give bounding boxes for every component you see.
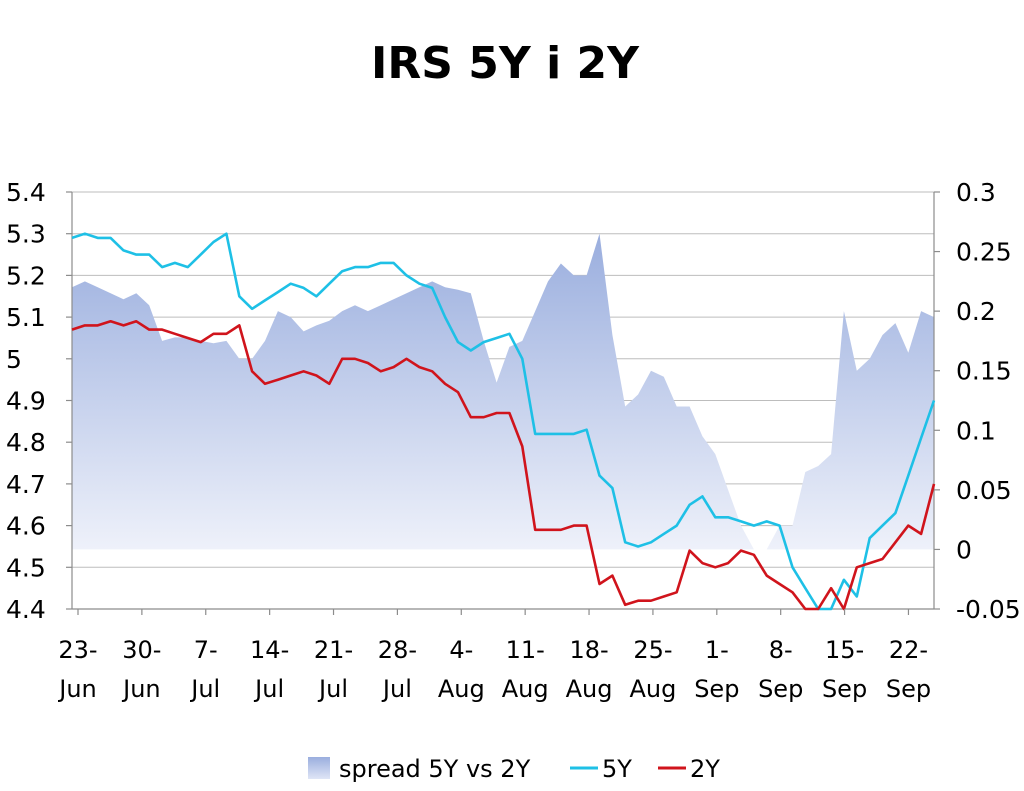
- x-tick-label-bottom: Jul: [189, 675, 220, 703]
- x-tick-label-top: 23-: [58, 636, 97, 664]
- x-tick-label-bottom: Jul: [253, 675, 284, 703]
- x-tick-label-bottom: Jun: [121, 675, 161, 703]
- left-axis-ticks: 4.4 4.5 4.6 4.7 4.8 4.9 5 5.1 5.2 5.3 5.4: [6, 178, 72, 624]
- left-tick-label: 4.6: [6, 512, 46, 541]
- x-tick-label-bottom: Sep: [886, 675, 931, 703]
- x-tick-label-bottom: Sep: [758, 675, 803, 703]
- x-tick-label-bottom: Jul: [381, 675, 412, 703]
- right-tick-label: 0.05: [956, 476, 1012, 505]
- left-tick-label: 5.1: [6, 303, 46, 332]
- x-tick-label-bottom: Aug: [438, 675, 485, 703]
- left-tick-label: 4.5: [6, 553, 46, 582]
- x-tick-label-top: 11-: [506, 636, 545, 664]
- x-tick-label-bottom: Sep: [694, 675, 739, 703]
- left-tick-label: 4.9: [6, 387, 46, 416]
- x-tick-label-top: 14-: [250, 636, 289, 664]
- x-tick-label-bottom: Jul: [317, 675, 348, 703]
- legend-label-5y: 5Y: [602, 755, 632, 783]
- series-area-spread: [72, 233, 934, 550]
- x-tick-label-top: 21-: [314, 636, 353, 664]
- series-line-2y: [71, 320, 936, 611]
- x-tick-label-top: 22-: [889, 636, 928, 664]
- series-line-5y: [71, 232, 936, 611]
- right-tick-label: 0.1: [956, 416, 996, 445]
- x-tick-label-top: 18-: [569, 636, 608, 664]
- x-tick-label-bottom: Aug: [629, 675, 676, 703]
- right-axis-ticks: -0.05 0 0.05 0.1 0.15 0.2 0.25 0.3: [934, 178, 1021, 624]
- left-tick-label: 4.8: [6, 428, 46, 457]
- x-tick-label-top: 28-: [378, 636, 417, 664]
- legend: spread 5Y vs 2Y 5Y 2Y: [308, 755, 720, 783]
- x-tick-label-bottom: Aug: [566, 675, 613, 703]
- x-tick-label-top: 4-: [449, 636, 473, 664]
- legend-label-2y: 2Y: [690, 755, 720, 783]
- x-tick-label-top: 7-: [194, 636, 218, 664]
- left-tick-label: 4.4: [6, 595, 46, 624]
- right-tick-label: 0.3: [956, 178, 996, 207]
- right-tick-label: 0.2: [956, 297, 996, 326]
- x-tick-label-top: 15-: [825, 636, 864, 664]
- chart-title: IRS 5Y i 2Y: [371, 38, 640, 89]
- x-tick-label-top: 25-: [633, 636, 672, 664]
- legend-swatch-spread: [308, 757, 330, 779]
- x-axis-ticks: 23- Jun 30- Jun 7- Jul 14- Jul 21- Jul 28- Jul 4- Aug…: [57, 609, 931, 703]
- left-tick-label: 4.7: [6, 470, 46, 499]
- x-tick-label-bottom: Aug: [502, 675, 549, 703]
- right-tick-label: 0.15: [956, 357, 1012, 386]
- right-tick-label: -0.05: [956, 595, 1021, 624]
- x-tick-label-bottom: Jun: [57, 675, 97, 703]
- right-tick-label: 0: [956, 535, 972, 564]
- left-tick-label: 5.4: [6, 178, 46, 207]
- right-tick-label: 0.25: [956, 238, 1012, 267]
- x-tick-label-top: 30-: [122, 636, 161, 664]
- x-tick-label-bottom: Sep: [822, 675, 867, 703]
- left-tick-label: 5: [6, 345, 22, 374]
- x-tick-label-top: 8-: [769, 636, 793, 664]
- legend-label-spread: spread 5Y vs 2Y: [339, 755, 531, 783]
- left-tick-label: 5.2: [6, 261, 46, 290]
- left-tick-label: 5.3: [6, 220, 46, 249]
- x-tick-label-top: 1-: [705, 636, 729, 664]
